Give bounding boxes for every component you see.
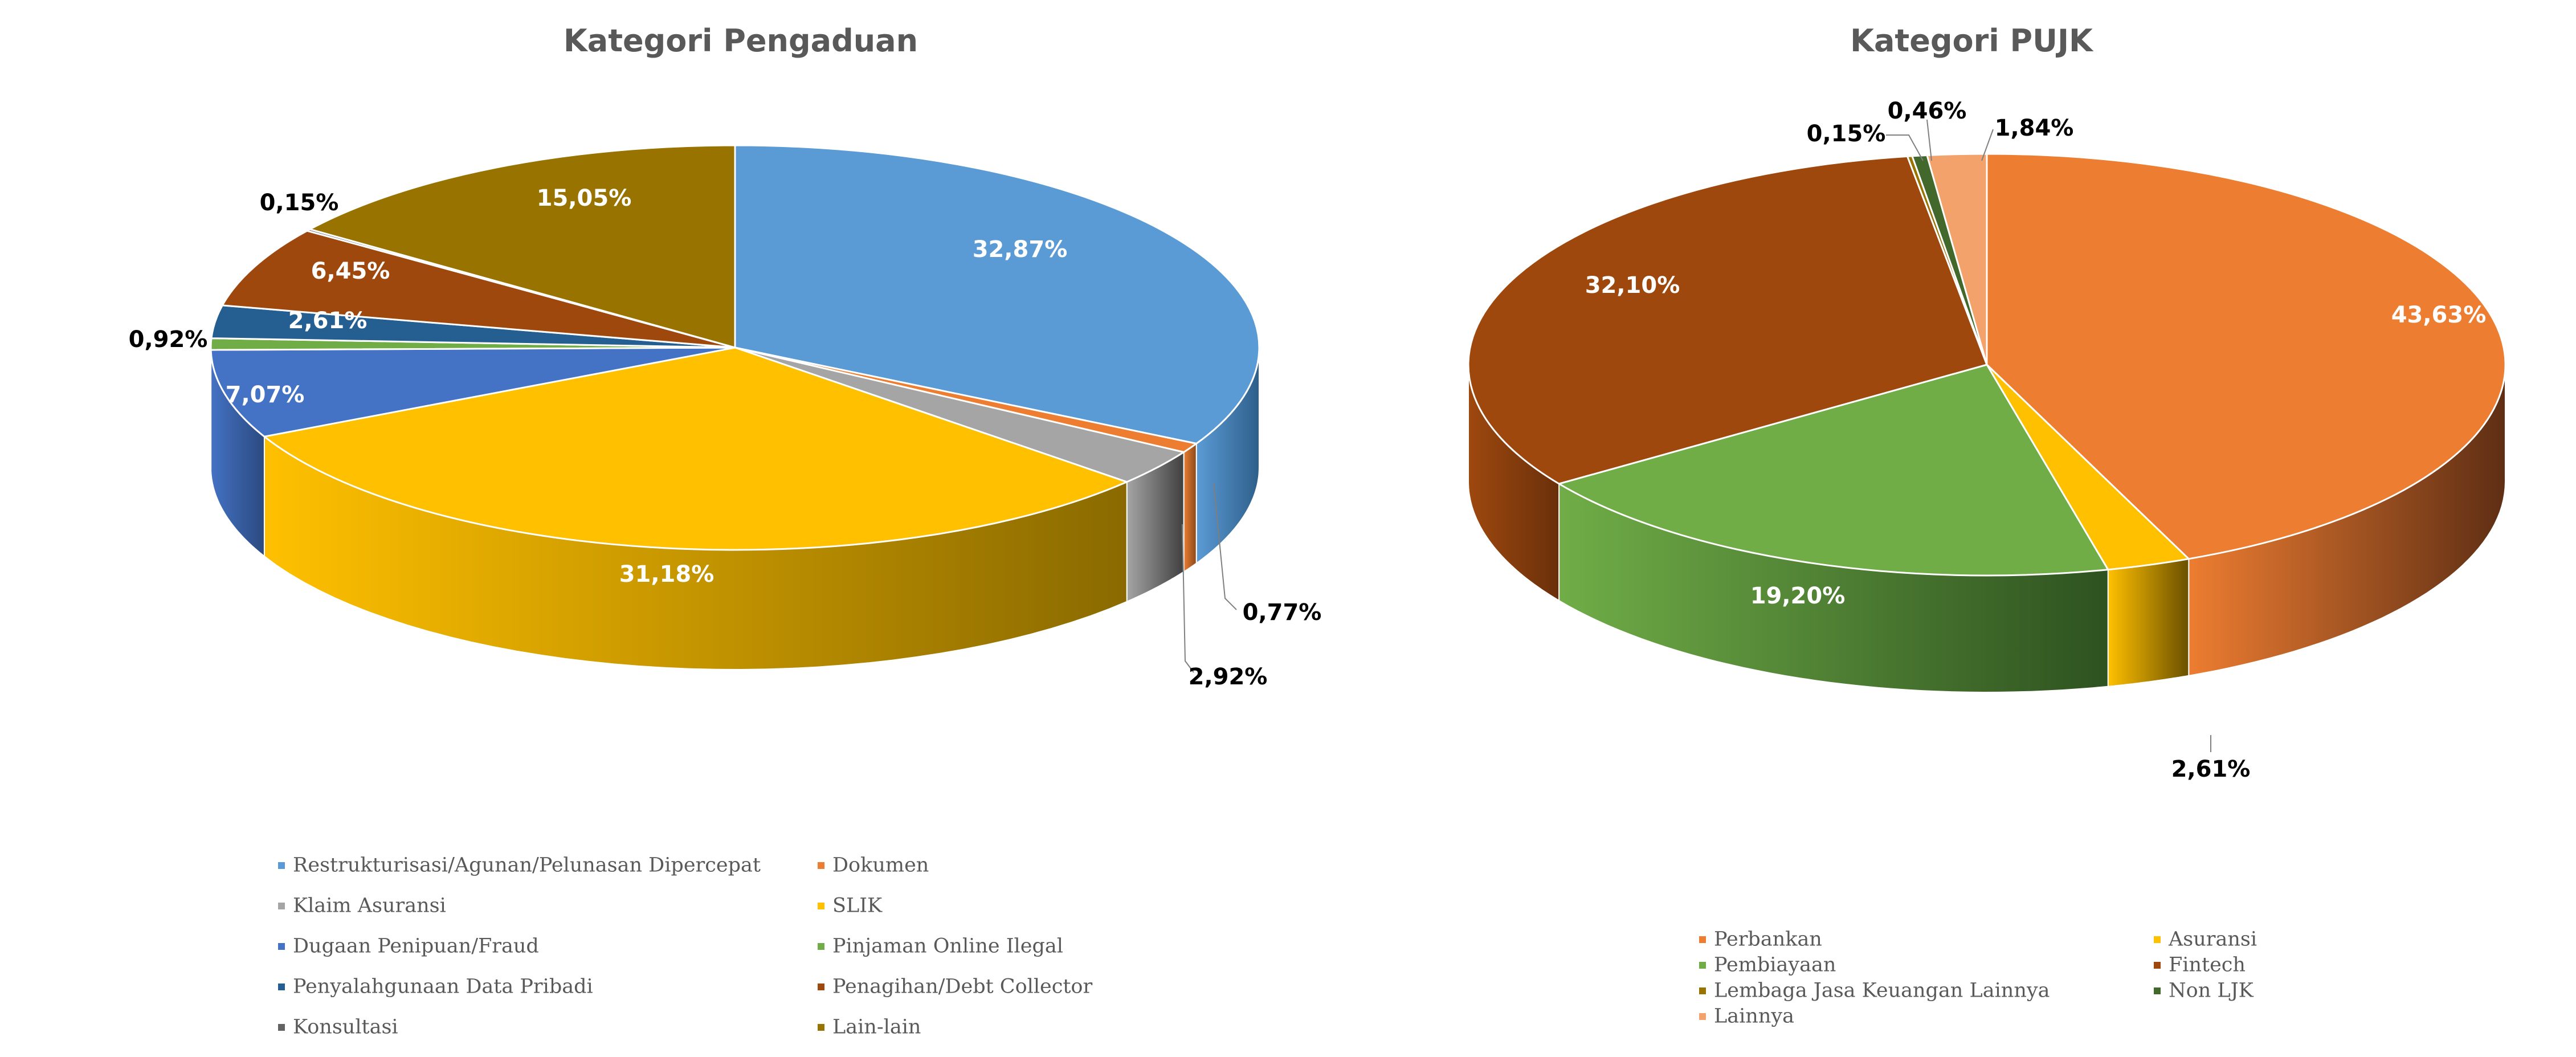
legend-swatch-klaim-asuransi — [278, 903, 285, 909]
data-label-restrukturisasi-agunan-pelunasan-dipercepat: 32,87% — [973, 236, 1068, 263]
data-label-fintech: 32,10% — [1585, 272, 1680, 299]
legend-item-pinjaman-online-ilegal: Pinjaman Online Ilegal — [818, 935, 1063, 958]
legend-item-lain-lain: Lain-lain — [818, 1016, 921, 1039]
data-label-lainnya: 1,84% — [1995, 115, 2074, 141]
legend-label-dokumen: Dokumen — [832, 854, 929, 877]
legend-swatch-lainnya — [1699, 1013, 1706, 1020]
legend-item-restrukturisasi-agunan-pelunasan-dipercepat: Restrukturisasi/Agunan/Pelunasan Diperce… — [278, 854, 761, 877]
legend-label-pinjaman-online-ilegal: Pinjaman Online Ilegal — [832, 935, 1063, 958]
chart-title-pengaduan: Kategori Pengaduan — [564, 23, 918, 59]
pie-tops-1 — [1467, 153, 2506, 577]
data-label-klaim-asuransi: 2,92% — [1189, 664, 1268, 690]
leader-line-klaim-asuransi — [1182, 524, 1194, 673]
legend-item-lainnya: Lainnya — [1699, 1005, 1794, 1028]
legend-swatch-pinjaman-online-ilegal — [818, 943, 824, 950]
legend-label-asuransi: Asuransi — [2168, 928, 2257, 951]
data-labels-1: 43,63% 2,61% 19,20% 32,10% 0,15%0,46% 1,84% — [1585, 98, 2487, 782]
legend-swatch-pembiayaan — [1699, 962, 1706, 969]
pie-side-asuransi — [2107, 558, 2190, 687]
legend-label-lembaga-jasa-keuangan-lainnya: Lembaga Jasa Keuangan Lainnya — [1714, 980, 2050, 1002]
legend-item-slik: SLIK — [818, 895, 883, 917]
legend-swatch-non-ljk — [2154, 987, 2161, 994]
pie-slice-lainnya — [1926, 153, 1988, 366]
legend-swatch-perbankan — [1699, 936, 1706, 943]
chart-title-pujk: Kategori PUJK — [1850, 23, 2094, 59]
leader-line-non-ljk — [1926, 119, 1932, 161]
data-labels-0: 32,87% 0,77% 2,92% 31,18% 7,07% 0,92% 2,61% 6,4… — [129, 185, 1322, 690]
data-label-lain-lain: 15,05% — [537, 185, 632, 211]
data-label-pinjaman-online-ilegal: 0,92% — [129, 327, 208, 353]
legend-label-penyalahgunaan-data-pribadi: Penyalahgunaan Data Pribadi — [293, 976, 593, 998]
legend-item-perbankan: Perbankan — [1699, 928, 1822, 951]
leader-line-lainnya — [1981, 129, 1994, 161]
legend-label-slik: SLIK — [832, 895, 883, 917]
pie-side-dokumen — [1183, 442, 1197, 573]
pie-slice-slik — [263, 346, 1128, 551]
pie-slice-lain-lain — [309, 144, 736, 349]
legend-swatch-penyalahgunaan-data-pribadi — [278, 983, 285, 990]
legend-label-lain-lain: Lain-lain — [832, 1016, 921, 1039]
legend-item-pembiayaan: Pembiayaan — [1699, 954, 1836, 977]
pie-slice-pembiayaan — [1558, 364, 2109, 577]
legend-item-non-ljk: Non LJK — [2154, 980, 2254, 1002]
legend-item-asuransi: Asuransi — [2154, 928, 2257, 951]
legend-swatch-asuransi — [2154, 936, 2161, 943]
data-label-perbankan: 43,63% — [2391, 302, 2487, 328]
legend-swatch-restrukturisasi-agunan-pelunasan-dipercepat — [278, 862, 285, 869]
pie-tops-0 — [210, 144, 1260, 551]
pie-pujk: 43,63% 2,61% 19,20% 32,10% 0,15%0,46% 1,84% — [1467, 98, 2506, 782]
data-label-penagihan-debt-collector: 6,45% — [311, 258, 390, 284]
legend-swatch-lain-lain — [818, 1024, 824, 1031]
legend-item-klaim-asuransi: Klaim Asuransi — [278, 895, 446, 917]
data-label-konsultasi: 0,15% — [260, 190, 339, 216]
pie-slice-fintech — [1467, 155, 1988, 485]
pie-chart-kategori-pujk: Kategori PUJK 43,63% 2,61% 19,20% 32,10% 0,1… — [1467, 23, 2506, 1028]
legend-label-fintech: Fintech — [2169, 954, 2246, 977]
data-label-asuransi: 2,61% — [2171, 756, 2251, 782]
data-label-slik: 31,18% — [619, 561, 715, 587]
legend-swatch-penagihan-debt-collector — [818, 983, 824, 990]
legend-label-dugaan-penipuan-fraud: Dugaan Penipuan/Fraud — [293, 935, 539, 958]
legend-item-dokumen: Dokumen — [818, 854, 929, 877]
legend-label-restrukturisasi-agunan-pelunasan-dipercepat: Restrukturisasi/Agunan/Pelunasan Diperce… — [293, 854, 761, 877]
legend-pengaduan: Restrukturisasi/Agunan/Pelunasan Diperce… — [278, 854, 1092, 1039]
legend-item-penyalahgunaan-data-pribadi: Penyalahgunaan Data Pribadi — [278, 976, 593, 998]
pie-slice-dugaan-penipuan-fraud — [210, 346, 736, 438]
legend-swatch-slik — [818, 903, 824, 909]
legend-item-penagihan-debt-collector: Penagihan/Debt Collector — [818, 976, 1092, 998]
legend-swatch-dokumen — [818, 862, 824, 869]
legend-pujk: Perbankan Asuransi Pembiayaan Fintech Lembag… — [1699, 928, 2257, 1028]
legend-swatch-konsultasi — [278, 1024, 285, 1031]
legend-label-perbankan: Perbankan — [1714, 928, 1822, 951]
data-label-pembiayaan: 19,20% — [1750, 583, 1846, 609]
legend-item-konsultasi: Konsultasi — [278, 1016, 398, 1039]
legend-swatch-dugaan-penipuan-fraud — [278, 943, 285, 950]
data-label-dugaan-penipuan-fraud: 7,07% — [226, 382, 305, 408]
legend-item-dugaan-penipuan-fraud: Dugaan Penipuan/Fraud — [278, 935, 539, 958]
legend-item-fintech: Fintech — [2154, 954, 2246, 977]
leader-line-lembaga-jasa-keuangan-lainnya — [1886, 134, 1924, 161]
legend-item-lembaga-jasa-keuangan-lainnya: Lembaga Jasa Keuangan Lainnya — [1699, 980, 2050, 1002]
legend-label-penagihan-debt-collector: Penagihan/Debt Collector — [832, 976, 1092, 998]
data-label-lembaga-jasa-keuangan-lainnya: 0,15% — [1807, 121, 1886, 147]
pie-slice-penagihan-debt-collector — [221, 230, 736, 349]
legend-swatch-lembaga-jasa-keuangan-lainnya — [1699, 987, 1706, 994]
legend-label-non-ljk: Non LJK — [2169, 980, 2254, 1002]
data-label-penyalahgunaan-data-pribadi: 2,61% — [288, 308, 368, 334]
leader-line-dokumen — [1213, 483, 1237, 610]
pie-chart-kategori-pengaduan: Kategori Pengaduan 32,87% 0,77% 2,92% 31,18… — [129, 23, 1322, 1039]
legend-label-klaim-asuransi: Klaim Asuransi — [293, 895, 446, 917]
pie-slice-restrukturisasi-agunan-pelunasan-dipercepat — [734, 144, 1260, 444]
legend-swatch-fintech — [2154, 962, 2161, 969]
pie-slice-perbankan — [1986, 153, 2506, 560]
data-label-non-ljk: 0,46% — [1888, 98, 1967, 124]
legend-label-pembiayaan: Pembiayaan — [1714, 954, 1836, 977]
legend-label-konsultasi: Konsultasi — [293, 1016, 398, 1039]
legend-label-lainnya: Lainnya — [1714, 1005, 1794, 1028]
pie-pengaduan: 32,87% 0,77% 2,92% 31,18% 7,07% 0,92% 2,61% 6,4… — [129, 144, 1322, 690]
data-label-dokumen: 0,77% — [1243, 599, 1322, 626]
